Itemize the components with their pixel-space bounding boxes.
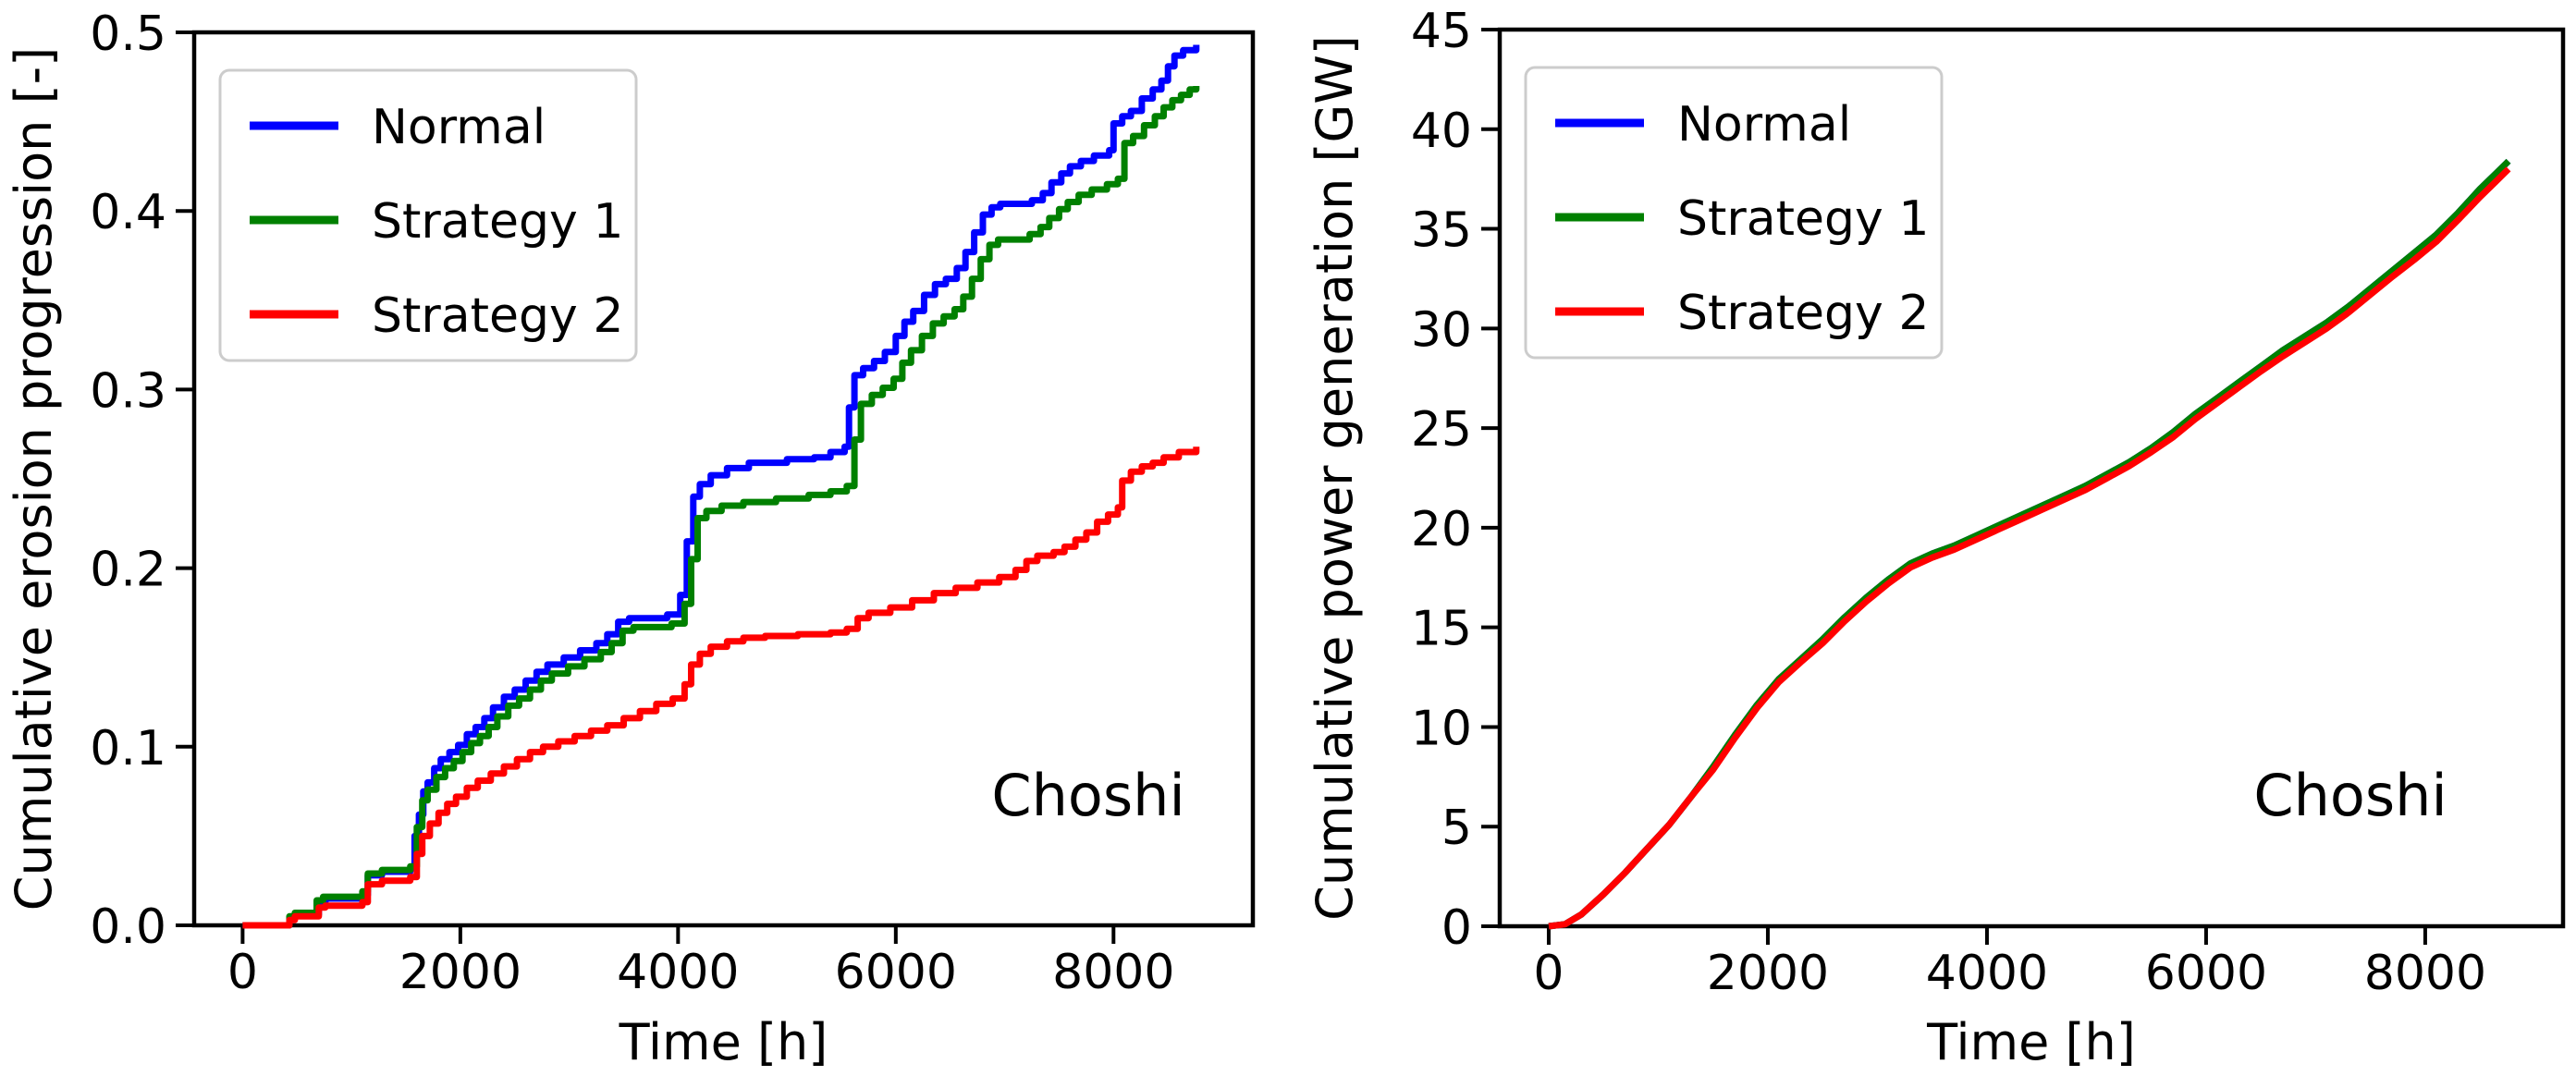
series-strategy-1 [242, 86, 1200, 929]
site-annotation: Choshi [2253, 762, 2447, 829]
y-tick-label: 5 [1441, 801, 1472, 856]
x-tick-label: 8000 [2364, 946, 2486, 1001]
y-tick-label: 0 [1441, 900, 1472, 956]
legend-label-normal: Normal [372, 100, 546, 155]
series-strategy-2 [1548, 166, 2511, 930]
y-axis-label: Cumulative erosion progression [-] [5, 47, 63, 911]
x-axis-label: Time [h] [619, 1013, 828, 1071]
y-tick-label: 0.1 [90, 721, 166, 776]
x-tick-label: 6000 [2145, 946, 2267, 1001]
legend-label-normal: Normal [1677, 97, 1851, 153]
y-tick-label: 10 [1411, 701, 1472, 756]
y-tick-label: 15 [1411, 602, 1472, 657]
x-tick-label: 0 [227, 945, 258, 1000]
y-tick-label: 35 [1411, 203, 1472, 259]
y-axis-label: Cumulative power generation [GW] [1306, 35, 1364, 921]
legend: Normal Strategy 1 Strategy 2 [218, 68, 638, 362]
site-annotation: Choshi [991, 762, 1184, 829]
legend-label-strategy-1: Strategy 1 [1677, 191, 1929, 247]
x-axis-label: Time [h] [1926, 1013, 2136, 1071]
plot-frame [1497, 27, 2566, 929]
plot-frame [191, 30, 1256, 928]
power-chart: 0 2000 4000 6000 8000 0 5 10 15 20 25 30 35 40 45 Time … [1306, 4, 2566, 1071]
y-tick-label: 45 [1411, 4, 1472, 59]
legend-label-strategy-2: Strategy 2 [1677, 286, 1929, 341]
y-tick-label: 0.5 [90, 6, 166, 62]
x-tick-label: 2000 [1707, 946, 1829, 1001]
legend-box [1524, 66, 1944, 360]
y-tick-label: 0.2 [90, 543, 166, 598]
x-tick-label: 4000 [617, 945, 739, 1000]
series-normal [242, 44, 1200, 929]
x-tick-label: 6000 [835, 945, 957, 1000]
y-tick-label: 0.4 [90, 185, 166, 240]
x-tick-label: 0 [1533, 946, 1564, 1001]
y-tick-label: 40 [1411, 104, 1472, 159]
y-tick-label: 25 [1411, 402, 1472, 458]
legend-box [218, 68, 638, 362]
y-tick-label: 0.3 [90, 363, 166, 419]
y-tick-label: 30 [1411, 302, 1472, 358]
erosion-chart: 0 2000 4000 6000 8000 0.0 0.1 0.2 0.3 0.4 0.5 Time … [5, 6, 1256, 1071]
y-tick-label: 0.0 [90, 899, 166, 955]
series-strategy-2 [242, 446, 1200, 929]
legend-label-strategy-2: Strategy 2 [372, 288, 623, 344]
x-tick-label: 8000 [1052, 945, 1174, 1000]
y-tick-label: 20 [1411, 502, 1472, 557]
legend-label-strategy-1: Strategy 1 [372, 194, 623, 250]
x-tick-label: 4000 [1926, 946, 2048, 1001]
x-tick-label: 2000 [399, 945, 521, 1000]
legend: Normal Strategy 1 Strategy 2 [1524, 66, 1944, 360]
